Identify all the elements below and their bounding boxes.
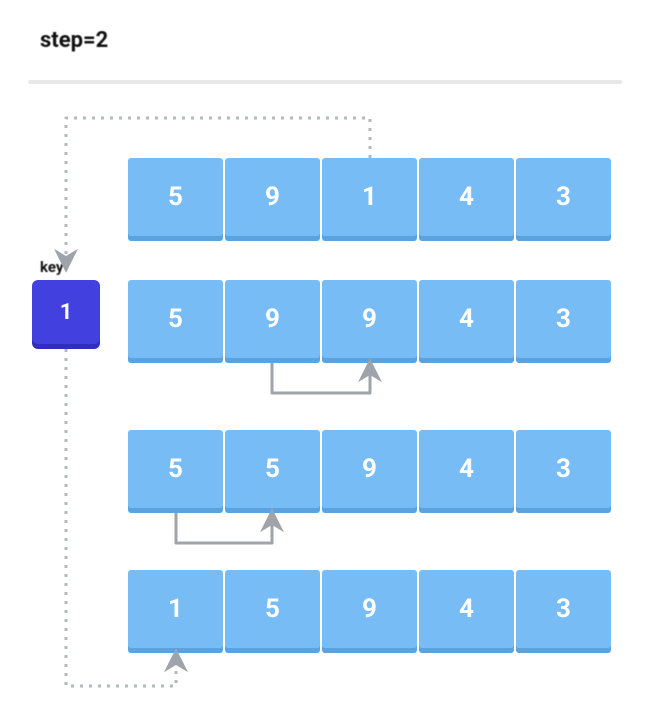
cell-value: 9 <box>362 594 377 624</box>
cell-value: 5 <box>168 182 183 212</box>
array-cell: 5 <box>128 430 223 508</box>
cell-value: 1 <box>168 594 183 624</box>
array-cell: 3 <box>516 280 611 358</box>
array-cell: 9 <box>322 280 417 358</box>
cell-value: 4 <box>459 594 474 624</box>
array-cell: 9 <box>225 280 320 358</box>
key-value: 1 <box>60 300 73 325</box>
array-cell: 4 <box>419 430 514 508</box>
cell-value: 5 <box>168 454 183 484</box>
array-row-2: 5 5 9 4 3 <box>128 430 611 508</box>
divider <box>28 80 622 84</box>
array-cell: 3 <box>516 158 611 236</box>
cell-value: 3 <box>556 304 571 334</box>
cell-value: 9 <box>362 304 377 334</box>
array-cell: 4 <box>419 158 514 236</box>
array-row-1: 5 9 9 4 3 <box>128 280 611 358</box>
array-cell: 1 <box>322 158 417 236</box>
array-row-3: 1 5 9 4 3 <box>128 570 611 648</box>
array-cell: 5 <box>225 570 320 648</box>
key-cell: 1 <box>32 280 100 344</box>
cell-value: 3 <box>556 182 571 212</box>
cell-value: 9 <box>362 454 377 484</box>
array-cell: 9 <box>225 158 320 236</box>
cell-value: 5 <box>265 454 280 484</box>
cell-value: 4 <box>459 454 474 484</box>
cell-value: 3 <box>556 594 571 624</box>
cell-value: 9 <box>265 304 280 334</box>
cell-value: 5 <box>168 304 183 334</box>
cell-value: 1 <box>362 182 377 212</box>
step-title: step=2 <box>40 28 108 53</box>
key-label: key <box>40 258 63 276</box>
cell-value: 9 <box>265 182 280 212</box>
array-cell: 4 <box>419 570 514 648</box>
array-cell: 5 <box>128 280 223 358</box>
array-cell: 1 <box>128 570 223 648</box>
cell-value: 4 <box>459 304 474 334</box>
array-cell: 5 <box>128 158 223 236</box>
cell-value: 3 <box>556 454 571 484</box>
array-cell: 9 <box>322 570 417 648</box>
array-cell: 9 <box>322 430 417 508</box>
array-row-0: 5 9 1 4 3 <box>128 158 611 236</box>
cell-value: 4 <box>459 182 474 212</box>
array-cell: 4 <box>419 280 514 358</box>
array-cell: 3 <box>516 570 611 648</box>
cell-value: 5 <box>265 594 280 624</box>
array-cell: 3 <box>516 430 611 508</box>
array-cell: 5 <box>225 430 320 508</box>
